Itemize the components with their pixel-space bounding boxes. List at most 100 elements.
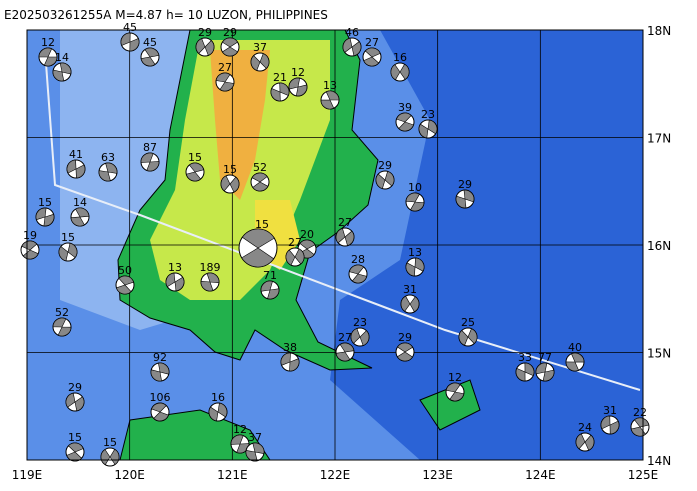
beachball — [600, 415, 620, 435]
beachball — [270, 82, 290, 102]
beachball-wedge — [405, 257, 425, 277]
beachball-wedge — [215, 72, 235, 92]
beachball-wedge — [116, 275, 134, 295]
beachball-wedge — [70, 207, 90, 227]
depth-label: 29 — [458, 178, 472, 191]
beachball-wedge — [320, 90, 340, 110]
depth-label: 23 — [353, 316, 367, 329]
depth-label: 21 — [273, 71, 287, 84]
beachball-wedge — [52, 62, 72, 82]
depth-label: 46 — [345, 26, 359, 39]
beachball — [65, 392, 85, 412]
beachball-wedge — [120, 32, 140, 52]
beachball — [150, 402, 170, 422]
beachball-wedge — [35, 207, 55, 227]
main-beachball — [238, 228, 278, 268]
beachball-wedge — [342, 37, 362, 57]
depth-label: 16 — [211, 391, 225, 404]
beachball — [208, 402, 228, 422]
beachball — [52, 62, 72, 82]
depth-label: 29 — [378, 159, 392, 172]
beachball-wedge — [38, 47, 58, 67]
beachball — [375, 170, 395, 190]
beachball-wedge — [600, 415, 620, 435]
beachball — [38, 47, 58, 67]
beachball — [405, 257, 425, 277]
beachball-wedge — [221, 37, 239, 57]
beachball — [335, 342, 355, 362]
beachball — [395, 342, 415, 362]
depth-label: 29 — [223, 26, 237, 39]
beachball-wedge — [260, 280, 280, 300]
beachball-wedge — [58, 242, 78, 262]
beachball — [288, 77, 308, 97]
beachball-wedge — [575, 433, 595, 451]
x-tick-label: 120E — [114, 468, 145, 482]
beachball — [20, 240, 40, 260]
beachball-wedge — [350, 328, 370, 346]
beachball — [445, 382, 465, 402]
beachball-wedge — [285, 248, 305, 266]
depth-label: 87 — [143, 141, 157, 154]
beachball-wedge — [535, 362, 555, 382]
depth-label: 189 — [200, 261, 221, 274]
y-tick-label: 17N — [647, 132, 671, 146]
depth-label: 38 — [283, 341, 297, 354]
depth-label: 13 — [323, 79, 337, 92]
x-tick-label: 119E — [12, 468, 43, 482]
depth-label: 10 — [408, 181, 422, 194]
beachball — [66, 159, 86, 179]
depth-label: 63 — [101, 151, 115, 164]
depth-label: 27 — [218, 61, 232, 74]
beachball-wedge — [396, 342, 414, 362]
depth-label: 12 — [291, 66, 305, 79]
beachball-wedge — [195, 38, 215, 56]
beachball — [390, 62, 410, 82]
beachball-wedge — [363, 47, 381, 67]
depth-label: 41 — [69, 148, 83, 161]
beachball-wedge — [396, 112, 414, 132]
beachball — [400, 294, 420, 314]
depth-label: 29 — [198, 26, 212, 39]
beachball-wedge — [150, 362, 170, 382]
main-depth-label: 15 — [255, 218, 269, 231]
beachball-wedge — [455, 189, 475, 209]
beachball-wedge — [250, 53, 270, 71]
depth-label: 15 — [61, 231, 75, 244]
x-tick-label: 121E — [217, 468, 248, 482]
beachball — [100, 447, 120, 467]
beachball — [120, 32, 140, 52]
beachball — [195, 37, 215, 57]
beachball-wedge — [270, 82, 290, 102]
title: E202503261255A M=4.87 h= 10 LUZON, PHILI… — [4, 8, 328, 22]
beachball — [250, 172, 270, 192]
depth-label: 14 — [73, 196, 87, 209]
beachball-wedge — [390, 63, 410, 81]
beachball — [215, 72, 235, 92]
depth-label: 20 — [300, 228, 314, 241]
depth-label: 37 — [248, 431, 262, 444]
beachball-wedge — [418, 119, 438, 139]
depth-label: 71 — [263, 269, 277, 282]
frame — [26, 29, 644, 461]
beachball-wedge — [200, 272, 220, 292]
beachball-wedge — [140, 47, 160, 67]
beachball — [35, 207, 55, 227]
depth-label: 27 — [338, 216, 352, 229]
beachball-wedge — [251, 172, 269, 192]
beachball — [260, 280, 280, 300]
beachball — [220, 37, 240, 57]
beachball — [575, 432, 595, 452]
beachball — [98, 162, 118, 182]
x-tick-label: 124E — [525, 468, 556, 482]
depth-label: 14 — [55, 51, 69, 64]
beachball-wedge — [241, 228, 275, 268]
beachball-wedge — [458, 328, 478, 346]
beachball-wedge — [405, 192, 425, 212]
depth-label: 15 — [223, 163, 237, 176]
beachball — [515, 362, 535, 382]
beachball — [200, 272, 220, 292]
depth-label: 28 — [351, 253, 365, 266]
beachball — [65, 442, 85, 462]
